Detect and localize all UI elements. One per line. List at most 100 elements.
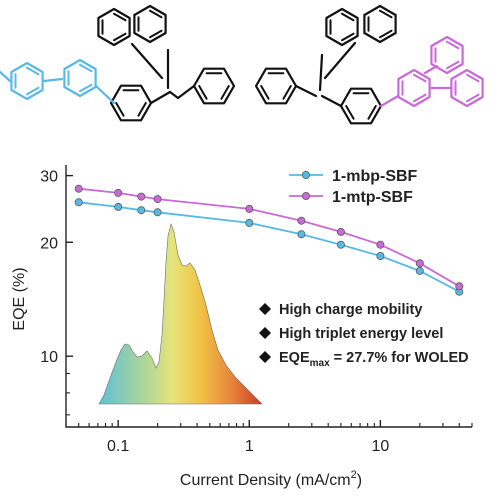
terphenyl-ring-c <box>450 68 484 108</box>
data-point <box>245 204 254 213</box>
data-point <box>74 198 83 207</box>
axis-ticks: 10 20 30 0.1 1 10 <box>40 169 473 455</box>
data-point <box>415 259 424 268</box>
y-tick-label: 30 <box>40 169 58 186</box>
biphenyl-ring-b-bond <box>79 63 93 73</box>
terphenyl-ring-a-bond <box>413 93 427 103</box>
terphenyl-ring-a <box>397 68 431 108</box>
bullet-diamond <box>259 351 271 363</box>
upper-ring-c <box>325 7 359 47</box>
data-point <box>336 240 345 249</box>
fluorene-ring-b-bond <box>220 85 230 100</box>
terphenyl-ring-b <box>430 35 464 75</box>
single-bond <box>320 94 343 108</box>
upper-ring-c-bond <box>341 12 355 22</box>
annotations: High charge mobility High triplet energy … <box>259 302 469 369</box>
data-point <box>137 192 146 201</box>
data-point <box>114 202 123 211</box>
single-bond <box>323 41 357 80</box>
fluorene-ring-a-bond <box>137 102 147 117</box>
fluorene-ring-d-bond <box>345 105 355 120</box>
series-line <box>78 201 460 293</box>
y-axis-label: EQE (%) <box>11 267 28 330</box>
data-point <box>153 208 162 217</box>
x-tick-label: 0.1 <box>107 438 129 455</box>
x-axis-label: Current Density (mA/cm2) <box>180 469 362 489</box>
single-bond <box>94 84 116 105</box>
series-line <box>78 187 460 288</box>
upper-ring-d <box>363 4 397 44</box>
data-point <box>376 240 385 249</box>
single-bond <box>168 90 180 100</box>
annotation-text: EQEmax = 27.7% for WOLED <box>279 350 469 369</box>
series-1-mbp-SBF <box>74 198 464 296</box>
biphenyl-ring-a-bond <box>26 86 40 96</box>
x-tick-label: 10 <box>371 438 389 455</box>
molecule-1-mtp-sbf <box>254 4 484 125</box>
upper-ring-b-bond <box>149 29 163 39</box>
x-tick-label: 1 <box>245 438 254 455</box>
legend-marker <box>301 170 310 179</box>
fluorene-ring-a <box>109 84 153 122</box>
single-bond <box>42 77 64 83</box>
legend-label: 1-mbp-SBF <box>332 168 418 185</box>
single-bond <box>149 90 172 105</box>
legend-label: 1-mtp-SBF <box>332 189 413 206</box>
molecule-1-mbp-sbf <box>0 4 236 122</box>
series-1-mtp-SBF <box>74 184 464 291</box>
y-tick-label: 20 <box>40 235 58 252</box>
annotation-text: High charge mobility <box>279 302 422 318</box>
upper-ring-a <box>97 7 131 47</box>
fluorene-ring-c <box>254 67 298 105</box>
terphenyl-ring-b-bond <box>446 60 460 70</box>
fluorene-ring-c-bond <box>282 85 292 100</box>
upper-ring-d-bond <box>379 9 393 19</box>
data-point <box>455 282 464 291</box>
upper-ring-a-bond <box>113 32 127 42</box>
legend-marker <box>301 191 310 200</box>
data-point <box>137 206 146 215</box>
biphenyl-ring-a-bond <box>26 66 40 76</box>
data-point <box>336 227 345 236</box>
y-tick-label: 10 <box>40 349 58 366</box>
legend: 1-mbp-SBF 1-mtp-SBF <box>289 168 418 206</box>
single-bond <box>176 84 196 100</box>
fluorene-ring-b-bond <box>198 85 208 100</box>
fluorene-ring-c-bond <box>260 85 270 100</box>
upper-ring-d-bond <box>379 29 393 39</box>
upper-ring-a-bond <box>113 12 127 22</box>
emission-spectrum <box>98 222 263 405</box>
upper-ring-b <box>133 4 167 44</box>
bullet-diamond <box>259 303 271 315</box>
biphenyl-ring-b-bond <box>79 83 93 93</box>
upper-ring-b-bond <box>149 9 163 19</box>
terphenyl-ring-a-bond <box>413 73 427 83</box>
data-point <box>376 251 385 260</box>
terphenyl-ring-b-bond <box>446 40 460 50</box>
data-point <box>297 216 306 225</box>
single-bond <box>294 84 318 98</box>
terphenyl-ring-c-bond <box>466 73 480 83</box>
data-point <box>245 218 254 227</box>
single-bond <box>130 42 164 80</box>
data-point <box>297 230 306 239</box>
data-point <box>153 195 162 204</box>
annotation-text: High triplet energy level <box>279 326 443 342</box>
terphenyl-ring-c-bond <box>466 93 480 103</box>
biphenyl-ring-a <box>10 61 44 101</box>
data-point <box>114 188 123 197</box>
series-layer <box>74 184 464 296</box>
single-bond <box>379 94 400 108</box>
biphenyl-ring-b <box>63 58 97 98</box>
upper-ring-c-bond <box>341 32 355 42</box>
data-point <box>415 266 424 275</box>
fluorene-ring-a-bond <box>115 102 125 117</box>
single-bond <box>318 53 324 92</box>
single-bond <box>423 64 439 75</box>
data-point <box>74 184 83 193</box>
fluorene-ring-d-bond <box>367 105 377 120</box>
bullet-diamond <box>259 327 271 339</box>
single-bond <box>0 70 12 83</box>
